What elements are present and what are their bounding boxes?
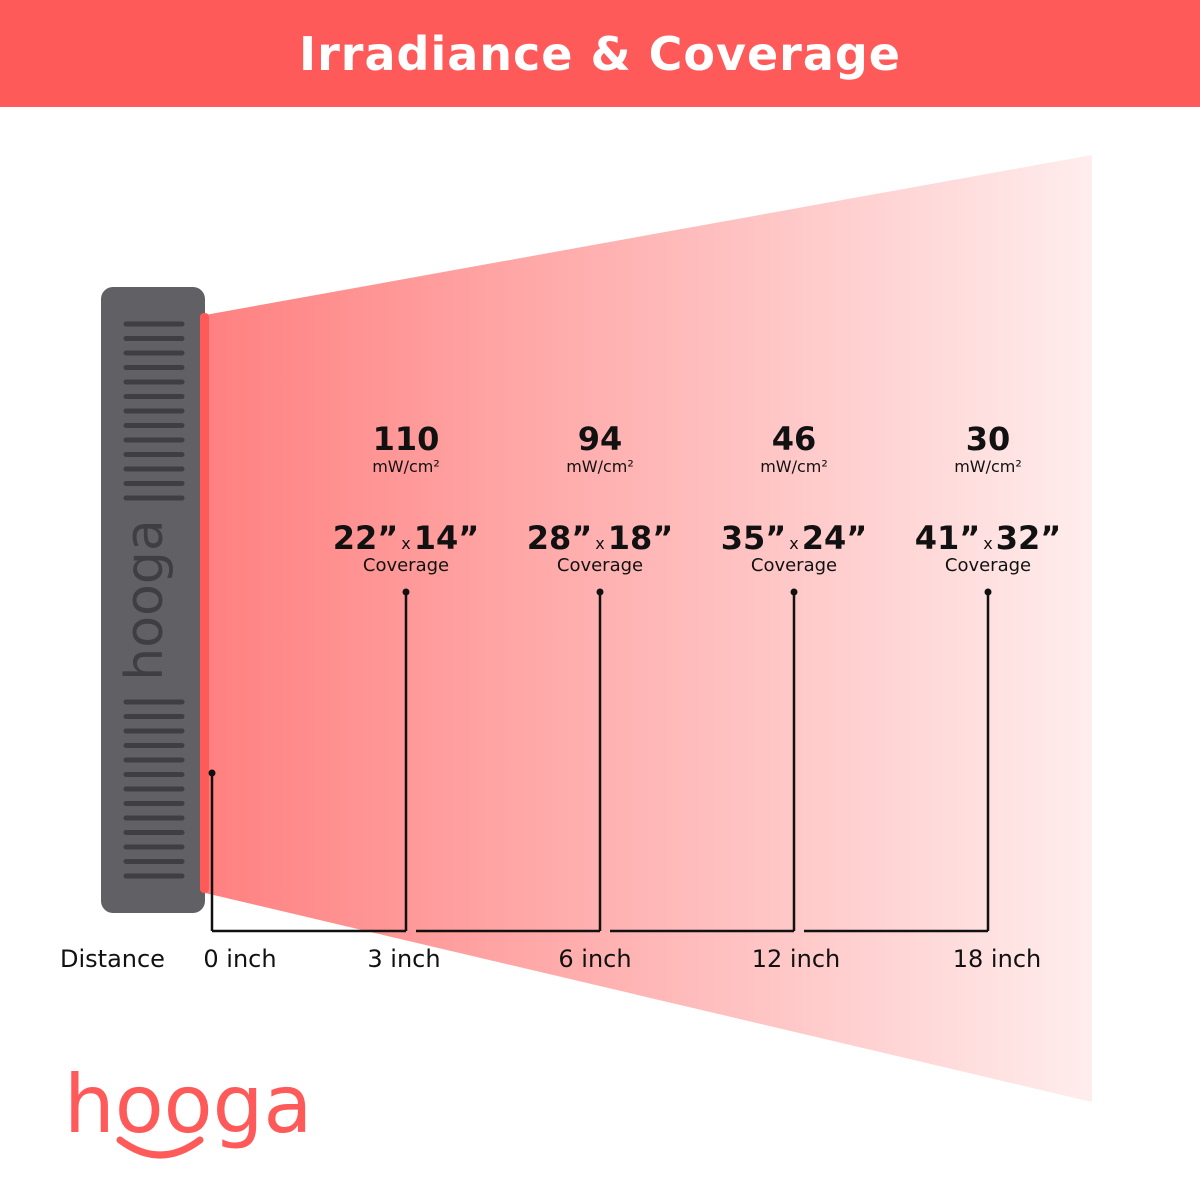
led-strip xyxy=(200,313,209,893)
irradiance-value: 46 xyxy=(772,420,817,458)
coverage-dimensions: 22” x14” xyxy=(333,519,480,557)
coverage-width: 22” xyxy=(333,519,399,557)
coverage-times: x xyxy=(983,534,992,553)
distance-0: 0 inch xyxy=(203,945,276,973)
light-panel-device: hooga xyxy=(101,287,209,913)
vent-grille xyxy=(123,321,185,879)
distance-value: 12 inch xyxy=(752,945,840,973)
coverage-label: Coverage xyxy=(751,555,837,576)
header-banner: Irradiance & Coverage xyxy=(0,0,1200,107)
irradiance-unit: mW/cm² xyxy=(566,457,634,476)
irradiance-unit: mW/cm² xyxy=(372,457,440,476)
brand-logo-text: hooga xyxy=(64,1058,312,1151)
coverage-times: x xyxy=(595,534,604,553)
coverage-width: 41” xyxy=(915,519,981,557)
light-beam xyxy=(205,155,1092,1102)
coverage-dimensions: 41” x32” xyxy=(915,519,1062,557)
coverage-times: x xyxy=(401,534,410,553)
irradiance-value: 110 xyxy=(373,420,440,458)
distance-value: 18 inch xyxy=(953,945,1041,973)
brand-logo: hooga xyxy=(64,1058,312,1159)
coverage-height: 18” xyxy=(608,519,674,557)
device-logo: hooga xyxy=(115,519,175,680)
irradiance-value: 94 xyxy=(578,420,623,458)
distance-label: Distance xyxy=(60,945,165,973)
page-title: Irradiance & Coverage xyxy=(298,26,902,81)
coverage-height: 24” xyxy=(802,519,868,557)
coverage-times: x xyxy=(789,534,798,553)
coverage-dimensions: 28” x18” xyxy=(527,519,674,557)
coverage-height: 32” xyxy=(996,519,1062,557)
irradiance-value: 30 xyxy=(966,420,1011,458)
coverage-label: Coverage xyxy=(363,555,449,576)
coverage-dimensions: 35” x24” xyxy=(721,519,868,557)
irradiance-unit: mW/cm² xyxy=(760,457,828,476)
coverage-width: 35” xyxy=(721,519,787,557)
distance-value: 6 inch xyxy=(558,945,631,973)
smile-icon xyxy=(116,1136,204,1159)
coverage-height: 14” xyxy=(414,519,480,557)
coverage-width: 28” xyxy=(527,519,593,557)
coverage-label: Coverage xyxy=(557,555,643,576)
coverage-label: Coverage xyxy=(945,555,1031,576)
distance-value: 3 inch xyxy=(367,945,440,973)
irradiance-unit: mW/cm² xyxy=(954,457,1022,476)
